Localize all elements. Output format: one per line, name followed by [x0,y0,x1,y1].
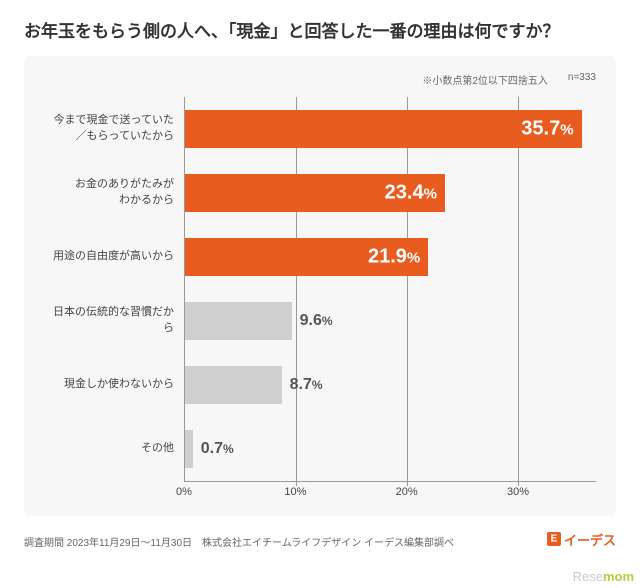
bar-row: 21.9% [185,225,596,289]
value-label: 35.7% [521,117,573,140]
brand-logo-icon [547,532,561,546]
x-tick-label: 20% [396,486,418,498]
x-tick-label: 0% [176,486,192,498]
category-label: お金のありがたみが わかるから [44,161,184,225]
chart-title: お年玉をもらう側の人へ、「現金」と回答した一番の理由は何ですか？ [24,20,616,44]
x-tick-label: 10% [284,486,306,498]
footer-source-text: 調査期間 2023年11月29日～11月30日 株式会社エイチームライフデザイン… [24,534,454,549]
note-sample-size: n=333 [568,72,596,87]
value-label: 0.7% [201,440,234,458]
value-label: 21.9% [368,245,420,268]
category-label: 現金しか使わないから [44,353,184,417]
plot-area: 今まで現金で送っていた ／もらっていたからお金のありがたみが わかるから用途の自… [44,97,596,482]
brand-logo: イーデス [547,530,616,549]
bar: 21.9% [185,238,428,276]
value-label: 9.6% [300,312,333,330]
bar-row: 9.6% [185,289,596,353]
bar: 0.7% [185,430,193,468]
bars-column: 35.7% 23.4% 21.9% 9.6% 8.7% 0.7% [184,97,596,482]
category-label: 日本の伝統的な習慣だから [44,289,184,353]
chart-container: お年玉をもらう側の人へ、「現金」と回答した一番の理由は何ですか？ ※小数点第2位… [0,0,640,565]
footer: 調査期間 2023年11月29日～11月30日 株式会社エイチームライフデザイン… [24,530,616,549]
bar: 8.7% [185,366,282,404]
category-label: 今まで現金で送っていた ／もらっていたから [44,97,184,161]
watermark: Resemom [573,569,634,584]
bar: 9.6% [185,302,292,340]
bar-row: 35.7% [185,97,596,161]
x-axis: 0%10%20%30% [184,482,596,502]
category-label: その他 [44,417,184,481]
category-label: 用途の自由度が高いから [44,225,184,289]
value-label: 8.7% [290,376,323,394]
bar: 35.7% [185,110,582,148]
notes-row: ※小数点第2位以下四捨五入 n=333 [44,72,596,87]
x-tick-label: 30% [507,486,529,498]
note-rounding: ※小数点第2位以下四捨五入 [422,72,548,87]
bar-row: 23.4% [185,161,596,225]
bar: 23.4% [185,174,445,212]
bar-row: 0.7% [185,417,596,481]
value-label: 23.4% [385,181,437,204]
chart-box: ※小数点第2位以下四捨五入 n=333 今まで現金で送っていた ／もらっていたか… [24,56,616,516]
category-labels-column: 今まで現金で送っていた ／もらっていたからお金のありがたみが わかるから用途の自… [44,97,184,482]
brand-logo-text: イーデス [564,530,616,549]
bar-row: 8.7% [185,353,596,417]
